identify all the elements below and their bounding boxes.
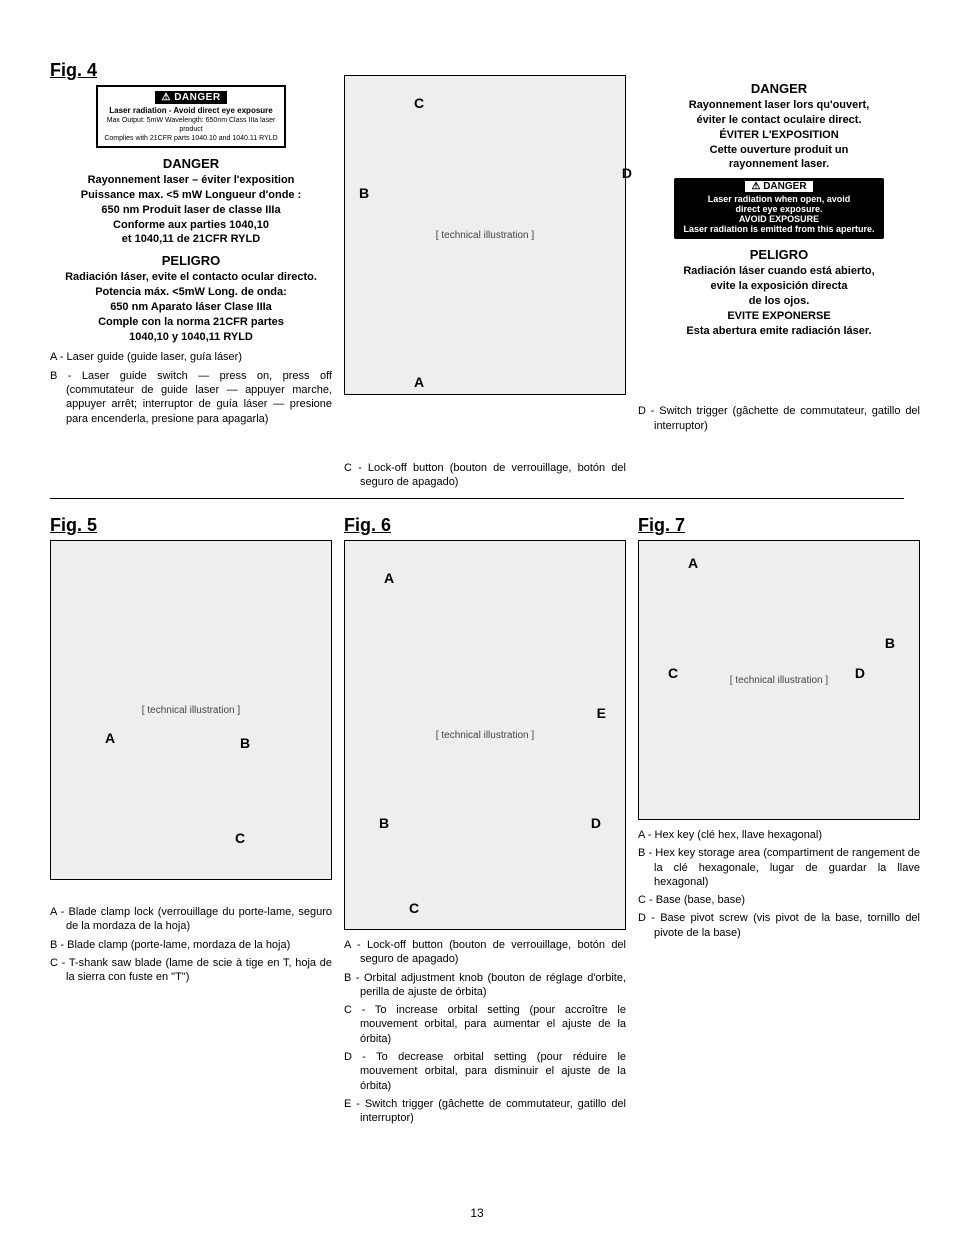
fig4-callout-d: D: [622, 165, 632, 181]
danger-black-body: Laser radiation when open, avoid direct …: [683, 194, 874, 234]
fig6-callout-c: C: [409, 900, 419, 916]
fig4-left-danger-head: DANGER: [50, 156, 332, 171]
fig4-mid-legend: C - Lock-off button (bouton de verrouill…: [344, 461, 626, 490]
fig7-legend: A - Hex key (clé hex, llave hexagonal) B…: [638, 828, 920, 940]
fig6-callout-b: B: [379, 815, 389, 831]
fig4-left-peligro-body: Radiación láser, evite el contacto ocula…: [50, 270, 332, 344]
fig6-callout-a: A: [384, 570, 394, 586]
fig7-callout-c: C: [668, 665, 678, 681]
fig7-callout-b: B: [885, 635, 895, 651]
fig4-callout-a: A: [414, 374, 424, 390]
fig6-title: Fig. 6: [344, 515, 626, 536]
fig7-illustration: [ technical illustration ]: [638, 540, 920, 820]
fig4-illustration: [ technical illustration ]: [344, 75, 626, 395]
danger-label-line2: Max Output: 5mW Wavelength: 650nm Class …: [107, 117, 276, 133]
fig4-callout-c: C: [414, 95, 424, 111]
danger-label-box: DANGER Laser radiation - Avoid direct ey…: [96, 85, 286, 148]
fig6-legend-b: B - Orbital adjustment knob (bouton de r…: [344, 971, 626, 1000]
danger-label-line3: Complies with 21CFR parts 1040.10 and 10…: [104, 135, 277, 142]
fig4-legend-a: A - Laser guide (guide laser, guía láser…: [50, 350, 332, 364]
fig5-callout-c: C: [235, 830, 245, 846]
fig4-col-right: DANGER Rayonnement laser lors qu'ouvert,…: [638, 75, 920, 437]
fig4-right-peligro-head: PELIGRO: [638, 247, 920, 262]
fig4-right-danger-body: Rayonnement laser lors qu'ouvert, éviter…: [638, 98, 920, 172]
fig6-legend-d: D - To decrease orbital setting (pour ré…: [344, 1050, 626, 1093]
fig7-callout-d: D: [855, 665, 865, 681]
fig4-legend-d: D - Switch trigger (gâchette de commutat…: [638, 404, 920, 433]
fig7-column: Fig. 7 [ technical illustration ] A B C …: [638, 515, 920, 944]
fig4-left-peligro-head: PELIGRO: [50, 253, 332, 268]
fig4-right-danger-head: DANGER: [638, 81, 920, 96]
section-divider: [50, 498, 904, 499]
fig4-left-legend: A - Laser guide (guide laser, guía láser…: [50, 350, 332, 425]
fig5-legend: A - Blade clamp lock (verrouillage du po…: [50, 905, 332, 984]
manual-page: Fig. 4 DANGER Laser radiation - Avoid di…: [50, 50, 904, 1195]
fig7-legend-a: A - Hex key (clé hex, llave hexagonal): [638, 828, 920, 842]
fig7-legend-d: D - Base pivot screw (vis pivot de la ba…: [638, 911, 920, 940]
fig7-callout-a: A: [688, 555, 698, 571]
danger-label-line1: Laser radiation - Avoid direct eye expos…: [109, 106, 272, 115]
fig6-column: Fig. 6 [ technical illustration ] A E B …: [344, 515, 626, 1130]
page-number: 13: [50, 1206, 904, 1220]
danger-black-hdr: DANGER: [745, 181, 812, 192]
fig5-illustration: [ technical illustration ]: [50, 540, 332, 880]
fig6-illustration: [ technical illustration ]: [344, 540, 626, 930]
fig4-callout-b: B: [359, 185, 369, 201]
fig7-legend-b: B - Hex key storage area (compartiment d…: [638, 846, 920, 889]
fig5-callout-a: A: [105, 730, 115, 746]
fig4-col-mid: [ technical illustration ] C B D A C - L…: [344, 75, 626, 494]
fig7-legend-c: C - Base (base, base): [638, 893, 920, 907]
fig6-legend-e: E - Switch trigger (gâchette de commutat…: [344, 1097, 626, 1126]
fig4-right-legend: D - Switch trigger (gâchette de commutat…: [638, 404, 920, 433]
fig5-callout-b: B: [240, 735, 250, 751]
fig6-legend: A - Lock-off button (bouton de verrouill…: [344, 938, 626, 1126]
fig7-title: Fig. 7: [638, 515, 920, 536]
fig6-callout-d: D: [591, 815, 601, 831]
fig5-legend-b: B - Blade clamp (porte-lame, mordaza de …: [50, 938, 332, 952]
fig5-legend-c: C - T-shank saw blade (lame de scie à ti…: [50, 956, 332, 985]
danger-black-box: DANGER Laser radiation when open, avoid …: [674, 178, 884, 239]
fig6-legend-a: A - Lock-off button (bouton de verrouill…: [344, 938, 626, 967]
fig4-left-danger-body: Rayonnement laser – éviter l'exposition …: [50, 173, 332, 247]
fig4-legend-b: B - Laser guide switch — press on, press…: [50, 369, 332, 426]
fig5-column: Fig. 5 [ technical illustration ] A B C …: [50, 515, 332, 988]
fig5-title: Fig. 5: [50, 515, 332, 536]
fig6-callout-e: E: [597, 705, 606, 721]
fig4-legend-c: C - Lock-off button (bouton de verrouill…: [344, 461, 626, 490]
danger-label-header: DANGER: [155, 91, 226, 104]
fig4-right-peligro-body: Radiación láser cuando está abierto, evi…: [638, 264, 920, 338]
fig4-col-left: DANGER Laser radiation - Avoid direct ey…: [50, 50, 332, 430]
fig6-legend-c: C - To increase orbital setting (pour ac…: [344, 1003, 626, 1046]
fig5-legend-a: A - Blade clamp lock (verrouillage du po…: [50, 905, 332, 934]
